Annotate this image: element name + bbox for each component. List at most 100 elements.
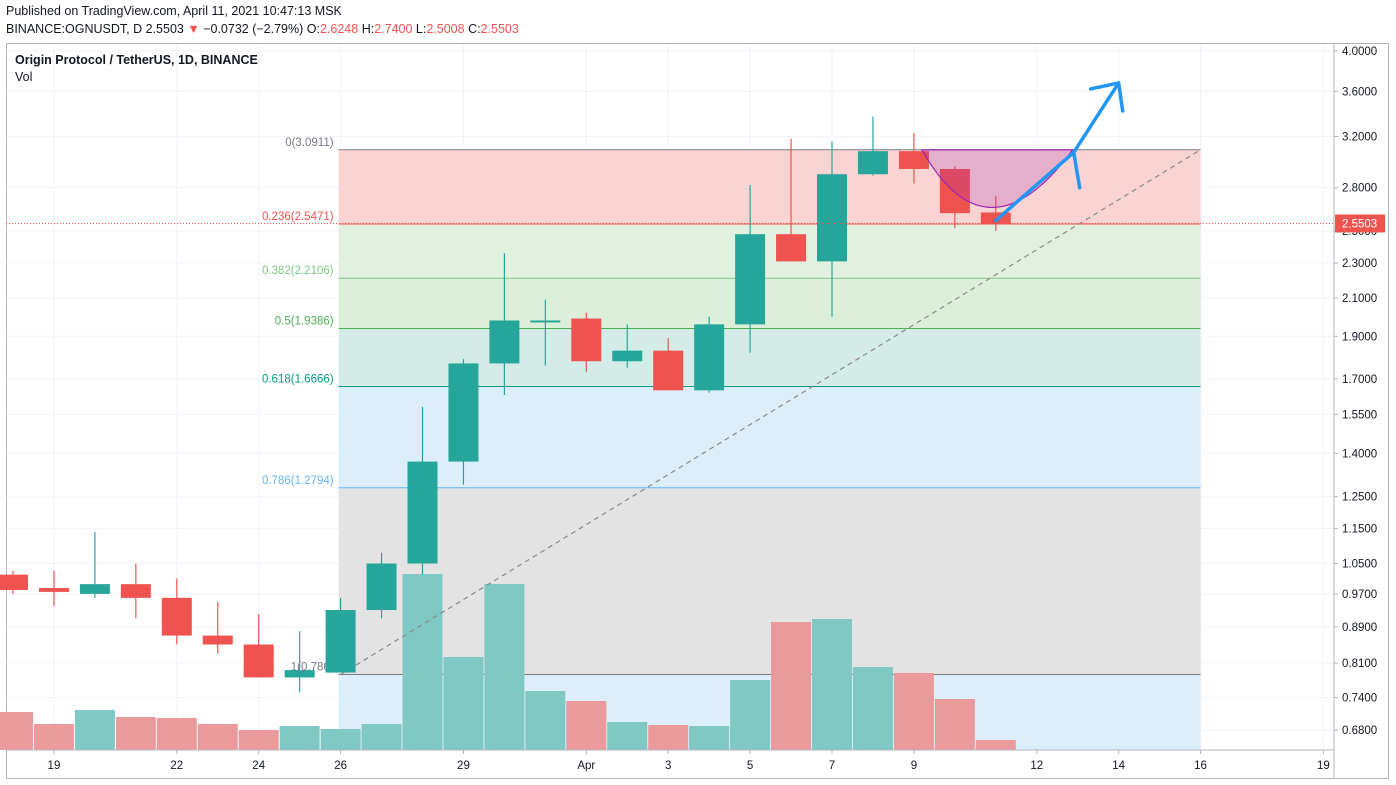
candle-body <box>571 318 602 362</box>
symbol-header: BINANCE:OGNUSDT, D 2.5503 ▼ −0.0732 (−2.… <box>6 22 519 36</box>
price-tick-label: 2.3000 <box>1342 258 1377 270</box>
fib-zone <box>338 149 1201 224</box>
volume-bars <box>0 574 1016 750</box>
candle-body <box>79 584 110 594</box>
candle-body <box>898 151 929 169</box>
volume-bar <box>238 730 279 750</box>
candle-body <box>366 563 397 611</box>
time-tick-label: 12 <box>1030 760 1043 772</box>
time-tick-label: 22 <box>170 760 183 772</box>
fib-level-label: 0.5(1.9386) <box>275 316 334 328</box>
volume-bar <box>279 726 320 750</box>
price-tick-label: 1.0500 <box>1342 559 1377 571</box>
open-value: 2.6248 <box>319 22 359 36</box>
candle-body <box>489 320 520 364</box>
candle-body <box>243 644 274 678</box>
volume-bar <box>893 673 934 750</box>
high-value: 2.7400 <box>374 22 413 36</box>
candle-body <box>161 597 192 636</box>
price-tick-label: 1.5500 <box>1342 409 1377 421</box>
price-axis: 4.00003.60003.20002.80002.50002.30002.10… <box>1333 44 1385 778</box>
candle-body <box>530 320 561 323</box>
time-axis: 19 22 24 26 29 Apr 3 5 7 9 12 14 16 19 <box>6 749 1334 772</box>
symbol-label: BINANCE:OGNUSDT, D <box>6 22 143 36</box>
volume-bar <box>115 717 156 750</box>
volume-bar <box>812 619 852 750</box>
volume-bar <box>33 724 74 750</box>
annotations <box>6 81 1334 224</box>
fib-zone <box>338 278 1201 329</box>
high-label: H: <box>361 22 375 36</box>
volume-legend: Vol <box>15 70 33 84</box>
chart-frame[interactable] <box>6 43 1389 779</box>
volume-bar <box>771 622 812 750</box>
last-price-badge <box>1335 214 1385 233</box>
fib-level-label: 0.236(2.5471) <box>262 211 334 223</box>
price-tick-label: 0.8900 <box>1342 622 1377 634</box>
price-tick-label: 2.1000 <box>1342 293 1377 305</box>
price-tick-label: 0.7400 <box>1342 693 1377 705</box>
volume-bar <box>197 724 238 750</box>
candlesticks <box>0 116 1011 693</box>
candle-body <box>776 234 807 262</box>
volume-bar <box>648 725 689 750</box>
chart-legend-title: Origin Protocol / TetherUS, 1D, BINANCE <box>15 53 258 67</box>
volume-bar <box>934 699 975 750</box>
arrow-head-icon <box>1088 81 1125 113</box>
last-price-label: 2.5503 <box>1342 218 1377 230</box>
candle-body <box>325 610 356 673</box>
candle-body <box>38 588 69 592</box>
candle-body <box>120 584 151 598</box>
time-tick-label: 24 <box>252 760 265 772</box>
fib-level-label: 0.786(1.2794) <box>262 475 334 487</box>
price-tick-label: 1.9000 <box>1342 331 1377 343</box>
candle-body <box>980 212 1011 224</box>
price-tick-label: 1.1500 <box>1342 524 1377 536</box>
fib-zone <box>338 223 1201 279</box>
volume-bar <box>852 667 893 750</box>
time-tick-label: Apr <box>577 760 595 772</box>
volume-bar <box>156 718 197 750</box>
price-tick-label: 0.6800 <box>1342 725 1377 737</box>
time-tick-label: 26 <box>334 760 347 772</box>
candle-body <box>612 350 643 362</box>
volume-bar <box>361 724 402 750</box>
volume-bar <box>525 691 566 750</box>
volume-bar <box>484 584 525 750</box>
price-tick-label: 3.2000 <box>1342 132 1377 144</box>
volume-bar <box>0 712 33 750</box>
low-value: 2.5008 <box>426 22 465 36</box>
candle-body <box>653 350 684 391</box>
time-tick-label: 19 <box>48 760 61 772</box>
price-tick-label: 1.2500 <box>1342 492 1377 504</box>
fib-level-label: 0.382(2.2106) <box>262 265 334 277</box>
volume-bar <box>74 710 115 750</box>
candle-body <box>407 461 438 564</box>
fib-zone <box>338 487 1201 675</box>
published-info: Published on TradingView.com, April 11, … <box>6 4 342 18</box>
volume-bar <box>975 740 1016 750</box>
time-tick-label: 3 <box>665 760 671 772</box>
time-tick-label: 16 <box>1194 760 1207 772</box>
price-change: −0.0732 (−2.79%) <box>203 22 304 36</box>
volume-bar <box>320 729 361 750</box>
candle-body <box>939 168 970 214</box>
trend-line <box>340 149 1201 676</box>
low-label: L: <box>415 22 427 36</box>
volume-bar <box>730 680 771 750</box>
candle-body <box>448 363 479 462</box>
price-tick-label: 1.4000 <box>1342 448 1377 460</box>
projection-arrow-shaft <box>1071 81 1121 155</box>
trend-line-dashed <box>340 149 1201 676</box>
volume-bar <box>566 701 607 750</box>
time-tick-label: 19 <box>1317 760 1330 772</box>
time-tick-label: 14 <box>1112 760 1125 772</box>
candle-body <box>0 574 28 590</box>
price-tick-label: 3.6000 <box>1342 86 1377 98</box>
time-tick-label: 9 <box>911 760 917 772</box>
fib-level-label: 0.618(1.6666) <box>262 373 334 385</box>
price-tick-label: 4.0000 <box>1342 46 1377 58</box>
candle-body <box>735 234 766 325</box>
volume-bar <box>607 722 648 750</box>
